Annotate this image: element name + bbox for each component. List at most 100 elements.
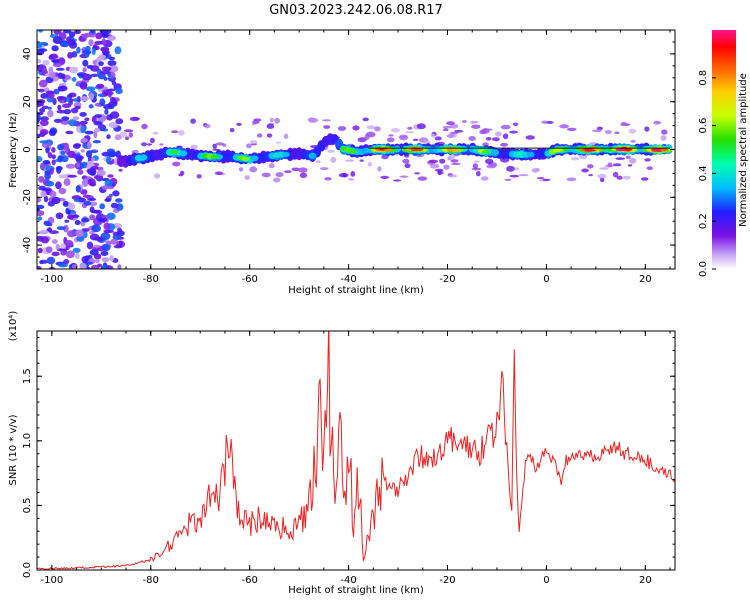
noise-speckle: [51, 154, 57, 159]
ridge-halo-speckle: [299, 172, 308, 179]
ridge-halo-speckle: [476, 171, 481, 177]
x-tick-label: -60: [241, 274, 257, 285]
ridge-cell: [624, 148, 633, 151]
noise-speckle: [38, 79, 48, 88]
y-tick-label: 0.5: [22, 497, 33, 513]
ridge-halo-speckle: [661, 129, 668, 135]
noise-speckle: [77, 169, 84, 175]
ridge-halo-speckle: [630, 139, 636, 143]
ridge-halo-speckle: [414, 172, 421, 175]
y-tick-label: 1.0: [22, 433, 33, 449]
ridge-halo-speckle: [283, 170, 292, 174]
noise-speckle: [68, 97, 74, 104]
noise-speckle: [42, 59, 50, 66]
noise-speckle: [62, 200, 69, 207]
ridge-halo-speckle: [291, 167, 300, 172]
noise-speckle: [45, 246, 53, 254]
ridge-halo-speckle: [596, 126, 604, 131]
snr-clip: [37, 331, 675, 570]
ridge-halo-speckle: [128, 132, 133, 138]
ridge-halo-speckle: [473, 160, 480, 163]
ridge-halo-speckle: [592, 129, 602, 133]
noise-speckle: [89, 214, 96, 221]
ridge-halo-speckle: [152, 131, 159, 135]
ridge-halo-speckle: [541, 120, 548, 124]
ridge-halo-speckle: [640, 177, 649, 181]
noise-speckle: [51, 239, 58, 244]
noise-speckle: [112, 190, 120, 197]
ridge-halo-speckle: [450, 162, 461, 165]
noise-speckle: [38, 176, 45, 183]
ridge-halo-speckle: [416, 123, 426, 130]
noise-speckle: [68, 119, 78, 127]
noise-speckle: [57, 262, 68, 268]
noise-speckle: [79, 120, 88, 125]
noise-speckle: [51, 251, 60, 257]
ridge-halo-speckle: [625, 155, 631, 160]
noise-speckle: [68, 31, 76, 38]
x-tick-label: -40: [340, 274, 356, 285]
noise-speckle: [72, 214, 80, 218]
noise-speckle: [38, 247, 43, 254]
noise-speckle: [63, 224, 69, 233]
noise-speckle: [80, 125, 87, 134]
colorbar-gradient: [712, 30, 736, 269]
ridge-halo-speckle: [559, 124, 569, 129]
noise-speckle: [58, 187, 67, 195]
ridge-halo-speckle: [204, 124, 211, 129]
ridge-halo-speckle: [256, 133, 263, 138]
ridge-halo-speckle: [468, 136, 477, 141]
ridge-halo-speckle: [443, 164, 450, 170]
noise-speckle: [65, 130, 74, 135]
noise-speckle: [98, 61, 104, 66]
noise-speckle: [55, 212, 64, 220]
noise-speckle: [44, 172, 51, 180]
noise-speckle: [107, 35, 117, 41]
noise-speckle: [72, 98, 79, 102]
noise-speckle: [39, 119, 49, 127]
ridge-halo-speckle: [212, 143, 217, 149]
ridge-cell: [170, 150, 179, 154]
noise-speckle: [76, 46, 81, 54]
ridge-halo-speckle: [627, 164, 633, 167]
noise-speckle: [48, 66, 54, 75]
noise-speckle: [40, 236, 50, 244]
noise-speckle: [39, 162, 46, 169]
ridge-halo-speckle: [446, 121, 455, 126]
ridge-halo-speckle: [500, 124, 511, 130]
noise-speckle: [75, 229, 84, 238]
ridge-halo-speckle: [614, 131, 620, 135]
ridge-halo-speckle: [190, 118, 196, 124]
colorbar-tick-label: 0.4: [698, 165, 709, 181]
noise-speckle: [80, 138, 88, 143]
ridge-halo-speckle: [479, 129, 487, 135]
x-tick-label: 0: [543, 575, 549, 586]
ridge-halo-speckle: [347, 178, 355, 181]
ridge-cell: [526, 151, 535, 158]
noise-speckle: [55, 67, 65, 71]
noise-speckle: [71, 77, 77, 82]
ridge-halo-speckle: [319, 167, 329, 171]
ridge-halo-speckle: [449, 131, 459, 135]
noise-speckle: [51, 196, 61, 205]
ridge-halo-speckle: [621, 121, 627, 126]
spectrogram-panel: -100 -80 -60 -40 -20 0 20 -40 -20 0 20 40 Height o…: [8, 29, 676, 296]
ridge-halo-speckle: [391, 128, 401, 133]
ridge-halo-speckle: [337, 126, 347, 131]
ridge-halo-speckle: [439, 158, 446, 164]
noise-speckle: [81, 217, 90, 223]
spectrogram-y-axis: -40 -20 0 20 40: [22, 29, 675, 270]
ridge-halo-speckle: [246, 143, 252, 149]
ridge-halo-speckle: [338, 173, 349, 178]
noise-speckle: [80, 149, 86, 153]
noise-speckle: [94, 258, 100, 264]
noise-speckle: [104, 198, 112, 203]
noise-speckle: [60, 250, 67, 256]
spectrogram-y-label: Frequency (Hz): [8, 112, 19, 188]
noise-speckle: [79, 262, 87, 269]
ridge-cell: [660, 148, 669, 152]
noise-speckle: [39, 140, 49, 144]
ridge-halo-speckle: [495, 131, 502, 137]
noise-speckle: [55, 181, 62, 190]
noise-speckle: [66, 250, 75, 259]
